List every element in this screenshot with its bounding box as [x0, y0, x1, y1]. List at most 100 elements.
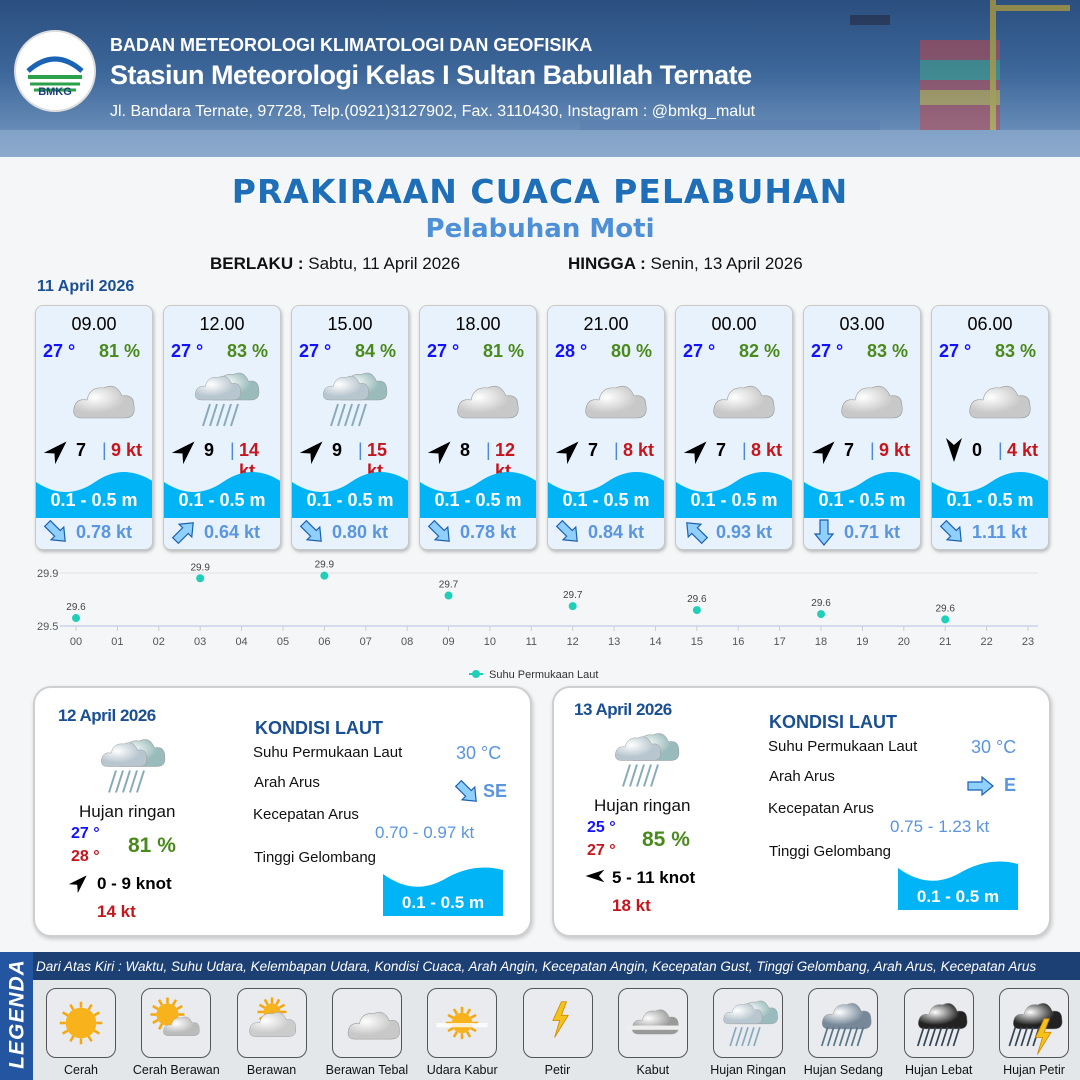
time: 21.00 — [583, 314, 629, 334]
current-direction-label: Arah Arus — [769, 768, 835, 785]
wind-speed: 7 — [76, 440, 87, 460]
date: 12 April 2026 — [58, 706, 156, 725]
condition: Hujan ringan — [79, 802, 176, 821]
legend-item-udara-kabur — [427, 988, 498, 1058]
forecast-card: 15.00 27 ° 84 % 9 | 15 kt 0.1 - 0.5 m 0.… — [291, 305, 409, 550]
gust-speed: 18 kt — [612, 896, 651, 915]
temperature: 27 ° — [683, 341, 716, 361]
current-direction-value: SE — [483, 781, 508, 801]
time: 12.00 — [199, 314, 245, 334]
data-label: 29.7 — [563, 590, 583, 601]
legend-title-text: LEGENDA — [5, 959, 29, 1069]
sst-value: 30 °C — [971, 737, 1017, 757]
kabut-icon — [625, 1009, 680, 1035]
x-tick-label: 22 — [980, 636, 992, 648]
forecast-card: 21.00 28 ° 80 % 7 | 8 kt 0.1 - 0.5 m 0.8… — [547, 305, 665, 550]
x-tick-label: 02 — [153, 636, 165, 648]
legend-item-petir — [522, 988, 593, 1058]
time: 15.00 — [327, 314, 373, 334]
current-direction-icon — [42, 518, 70, 546]
humidity: 85 % — [642, 828, 690, 851]
current-direction-icon — [298, 518, 326, 546]
temperature: 27 ° — [939, 341, 972, 361]
legend-item-cerah-berawan — [141, 988, 212, 1058]
legend-label: Cerah — [63, 1063, 99, 1077]
wave-height: 0.1 - 0.5 m — [946, 490, 1034, 510]
wave-icon — [383, 867, 503, 916]
humidity: 84 % — [354, 341, 396, 361]
legend-item-kabut — [617, 988, 688, 1058]
x-tick-label: 19 — [856, 636, 868, 648]
wind-speed: 0 - 9 knot — [97, 874, 172, 893]
separator: | — [998, 440, 1003, 460]
valid-to: HINGGA : Senin, 13 April 2026 — [568, 254, 803, 274]
x-tick-label: 18 — [815, 636, 827, 648]
wind-speed: 7 — [844, 440, 855, 460]
wave-height: 0.1 - 0.5 m — [818, 490, 906, 510]
current-direction-icon — [426, 518, 454, 546]
legend-item-berawan-tebal — [331, 988, 402, 1058]
humidity: 82 % — [738, 341, 780, 361]
wave-icon — [36, 472, 152, 518]
wave-height: 0.1 - 0.5 m — [562, 490, 650, 510]
temperature-min: 27 ° — [71, 825, 100, 842]
x-tick-label: 07 — [360, 636, 372, 648]
legend-label: Hujan Ringan — [710, 1063, 786, 1077]
current-speed-value: 0.75 - 1.23 kt — [890, 817, 990, 836]
data-point — [72, 614, 80, 623]
legend-label: Udara Kabur — [426, 1063, 498, 1077]
temperature-max: 28 ° — [71, 848, 100, 865]
wind-direction-icon — [811, 436, 840, 465]
humidity: 80 % — [610, 341, 652, 361]
current-direction-icon — [554, 518, 582, 546]
berawan-tebal-icon — [73, 385, 135, 419]
wave-height-value: 0.1 - 0.5 m — [916, 887, 1000, 906]
temperature: 27 ° — [811, 341, 844, 361]
x-tick-label: 11 — [526, 636, 537, 648]
humidity: 83 % — [226, 341, 268, 361]
hujan-sedang-icon — [821, 1003, 872, 1047]
berawan-icon — [248, 997, 296, 1037]
temperature: 27 ° — [171, 341, 204, 361]
separator: | — [614, 440, 619, 460]
hujan-ringan-icon — [723, 1000, 779, 1047]
time: 00.00 — [711, 314, 757, 334]
x-tick-label: 10 — [484, 636, 496, 648]
valid-from-date: Sabtu, 11 April 2026 — [308, 254, 461, 273]
temperature-max: 27 ° — [587, 842, 616, 859]
wave-height: 0.1 - 0.5 m — [690, 490, 778, 510]
wind-speed: 7 — [588, 440, 599, 460]
hujan-lebat-icon — [916, 1003, 968, 1047]
sst-label: Suhu Permukaan Laut — [768, 738, 918, 755]
forecast-card: 09.00 27 ° 81 % 7 | 9 kt 0.1 - 0.5 m 0.7… — [35, 305, 153, 550]
forecast-card: 12.00 27 ° 83 % 9 | 14 kt 0.1 - 0.5 m 0.… — [163, 305, 281, 550]
valid-from-label: BERLAKU : — [210, 254, 304, 273]
hujan-petir-icon — [1008, 1003, 1063, 1055]
wind-speed: 5 - 11 knot — [612, 868, 696, 887]
sst-value: 30 °C — [456, 743, 502, 763]
forecast-card: 00.00 27 ° 82 % 7 | 8 kt 0.1 - 0.5 m 0.9… — [675, 305, 793, 550]
current-direction-icon — [810, 518, 838, 546]
data-point — [444, 591, 453, 600]
current-speed: 0.80 kt — [332, 522, 389, 542]
legend-label: Kabut — [636, 1063, 670, 1077]
x-tick-label: 16 — [732, 636, 744, 648]
y-tick-label: 29.5 — [37, 621, 58, 633]
current-speed: 0.84 kt — [588, 522, 645, 542]
cerah-icon — [59, 1001, 103, 1045]
wave-icon — [932, 472, 1048, 518]
valid-from: BERLAKU : Sabtu, 11 April 2026 — [210, 254, 460, 274]
berawan-tebal-icon — [457, 385, 519, 419]
data-point — [941, 615, 950, 624]
station-address: Jl. Bandara Ternate, 97728, Telp.(0921)3… — [110, 103, 756, 120]
udara-kabur-icon — [436, 1006, 488, 1040]
time: 09.00 — [71, 314, 117, 334]
berawan-tebal-icon — [347, 1011, 400, 1040]
temperature: 27 ° — [43, 341, 76, 361]
sea-condition-title: KONDISI LAUT — [255, 718, 383, 738]
legend-label: Cerah Berawan — [132, 1063, 220, 1077]
wind-direction-icon — [555, 436, 584, 465]
legend-label: Hujan Sedang — [803, 1063, 883, 1077]
hujan-ringan-icon — [195, 372, 260, 427]
logo-text: BMKG — [38, 86, 72, 98]
